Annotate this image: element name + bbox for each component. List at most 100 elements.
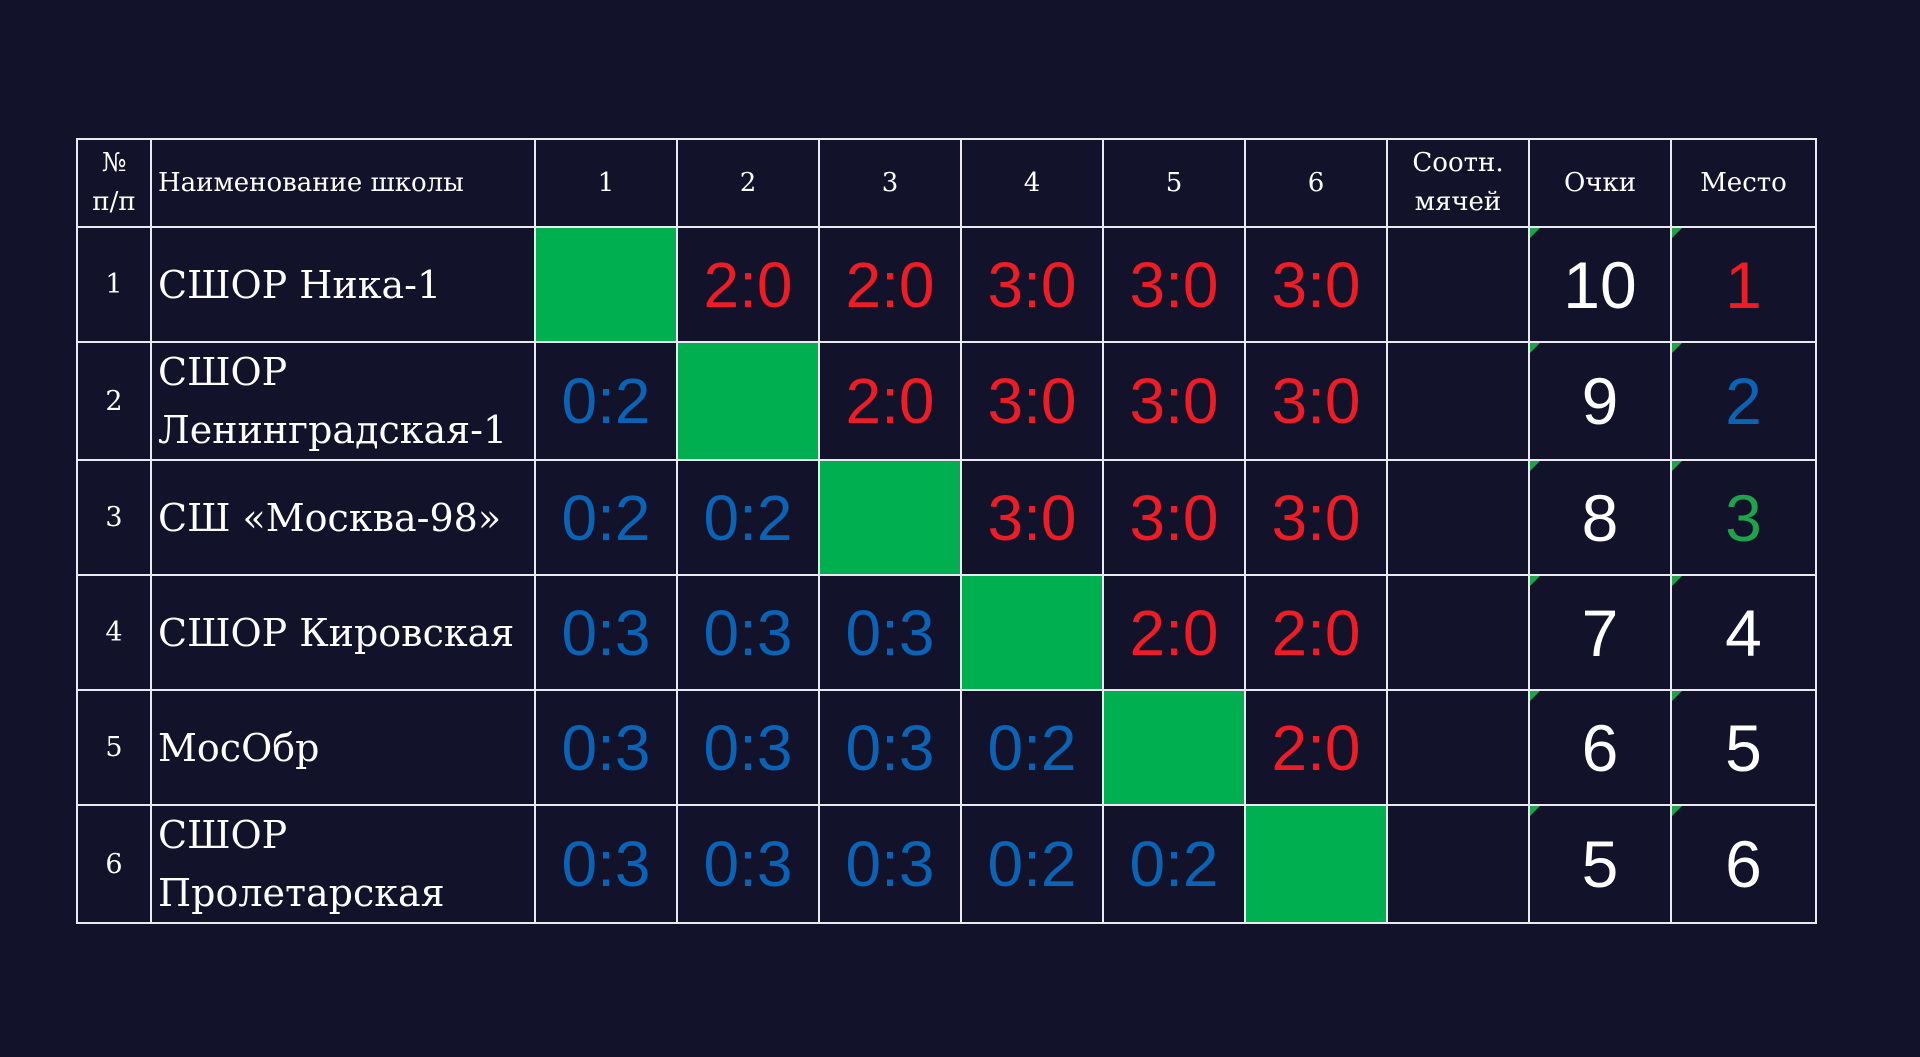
comment-marker-icon [1672, 806, 1682, 816]
school-name: СШОР Пролетарская [150, 804, 536, 924]
table-row: 1 СШОР Ника-1 2:0 2:0 3:0 3:0 3:0 10 1 [76, 226, 1817, 343]
row-number: 3 [76, 459, 152, 576]
table-row: 4 СШОР Кировская 0:3 0:3 0:3 2:0 2:0 7 4 [76, 574, 1817, 691]
header-place: Место [1670, 138, 1817, 228]
result-cell: 0:2 [960, 689, 1104, 806]
comment-marker-icon [1530, 461, 1540, 471]
comment-marker-icon [1672, 461, 1682, 471]
header-school-name: Наименование школы [150, 138, 536, 228]
result-cell: 0:2 [534, 341, 678, 461]
school-name: СШОР Ленинградская-1 [150, 341, 536, 461]
diagonal-cell [1244, 804, 1388, 924]
points-cell: 8 [1528, 459, 1672, 576]
header-game-2: 2 [676, 138, 820, 228]
row-number: 2 [76, 341, 152, 461]
standings-table: № п/п Наименование школы 1 2 3 4 5 6 Соот… [76, 138, 1817, 924]
diagonal-cell [534, 226, 678, 343]
header-num-line2: п/п [92, 187, 136, 217]
result-cell: 3:0 [960, 341, 1104, 461]
school-name: СШОР Ника-1 [150, 226, 536, 343]
school-name: СШОР Кировская [150, 574, 536, 691]
place-cell: 1 [1670, 226, 1817, 343]
table-row: 5 МосОбр 0:3 0:3 0:3 0:2 2:0 6 5 [76, 689, 1817, 806]
result-cell: 3:0 [1102, 459, 1246, 576]
place-cell: 3 [1670, 459, 1817, 576]
result-cell: 2:0 [1244, 689, 1388, 806]
row-number: 4 [76, 574, 152, 691]
header-row: № п/п Наименование школы 1 2 3 4 5 6 Соот… [76, 138, 1817, 228]
school-name-line1: СШОР [158, 350, 288, 394]
result-cell: 2:0 [1244, 574, 1388, 691]
result-cell: 2:0 [818, 341, 962, 461]
school-name-line1: СШ «Москва-98» [158, 495, 502, 540]
header-num: № п/п [76, 138, 152, 228]
place-cell: 4 [1670, 574, 1817, 691]
header-game-5: 5 [1102, 138, 1246, 228]
diagonal-cell [960, 574, 1104, 691]
place-cell: 5 [1670, 689, 1817, 806]
result-cell: 3:0 [1244, 459, 1388, 576]
diagonal-cell [676, 341, 820, 461]
header-game-6: 6 [1244, 138, 1388, 228]
table-row: 6 СШОР Пролетарская 0:3 0:3 0:3 0:2 0:2 5 6 [76, 804, 1817, 924]
school-name-line2: Ленинградская-1 [158, 408, 508, 452]
school-name-line1: СШОР [158, 813, 288, 857]
result-cell: 2:0 [1102, 574, 1246, 691]
header-num-line1: № [101, 148, 127, 178]
ball-ratio-cell [1386, 804, 1530, 924]
place-cell: 6 [1670, 804, 1817, 924]
standings-table-container: № п/п Наименование школы 1 2 3 4 5 6 Соот… [76, 138, 1817, 924]
result-cell: 3:0 [1244, 341, 1388, 461]
points-cell: 5 [1528, 804, 1672, 924]
header-points: Очки [1528, 138, 1672, 228]
header-ratio-line1: Соотн. [1412, 148, 1504, 178]
result-cell: 0:2 [1102, 804, 1246, 924]
result-cell: 3:0 [1102, 341, 1246, 461]
result-cell: 0:3 [676, 574, 820, 691]
comment-marker-icon [1530, 806, 1540, 816]
result-cell: 0:3 [818, 574, 962, 691]
table-row: 3 СШ «Москва-98» 0:2 0:2 3:0 3:0 3:0 8 3 [76, 459, 1817, 576]
result-cell: 0:3 [818, 804, 962, 924]
comment-marker-icon [1672, 691, 1682, 701]
row-number: 1 [76, 226, 152, 343]
result-cell: 2:0 [676, 226, 820, 343]
result-cell: 0:3 [534, 804, 678, 924]
comment-marker-icon [1672, 228, 1682, 238]
header-game-4: 4 [960, 138, 1104, 228]
diagonal-cell [1102, 689, 1246, 806]
ball-ratio-cell [1386, 574, 1530, 691]
result-cell: 3:0 [1244, 226, 1388, 343]
header-game-3: 3 [818, 138, 962, 228]
result-cell: 0:3 [676, 804, 820, 924]
result-cell: 0:2 [676, 459, 820, 576]
ball-ratio-cell [1386, 226, 1530, 343]
result-cell: 3:0 [960, 459, 1104, 576]
header-ratio-line2: мячей [1414, 187, 1502, 217]
school-name-line1: МосОбр [158, 725, 320, 770]
result-cell: 0:3 [818, 689, 962, 806]
row-number: 5 [76, 689, 152, 806]
comment-marker-icon [1672, 576, 1682, 586]
result-cell: 3:0 [1102, 226, 1246, 343]
ball-ratio-cell [1386, 459, 1530, 576]
result-cell: 2:0 [818, 226, 962, 343]
place-cell: 2 [1670, 341, 1817, 461]
result-cell: 3:0 [960, 226, 1104, 343]
school-name-line1: СШОР Ника-1 [158, 262, 442, 307]
row-number: 6 [76, 804, 152, 924]
comment-marker-icon [1530, 228, 1540, 238]
school-name: МосОбр [150, 689, 536, 806]
standings-body: 1 СШОР Ника-1 2:0 2:0 3:0 3:0 3:0 10 1 2 СШОР Ленин… [76, 226, 1817, 924]
comment-marker-icon [1530, 343, 1540, 353]
comment-marker-icon [1530, 576, 1540, 586]
ball-ratio-cell [1386, 689, 1530, 806]
result-cell: 0:2 [960, 804, 1104, 924]
result-cell: 0:2 [534, 459, 678, 576]
header-game-1: 1 [534, 138, 678, 228]
comment-marker-icon [1530, 691, 1540, 701]
result-cell: 0:3 [676, 689, 820, 806]
result-cell: 0:3 [534, 574, 678, 691]
school-name-line1: СШОР Кировская [158, 610, 515, 655]
table-row: 2 СШОР Ленинградская-1 0:2 2:0 3:0 3:0 3:0 9 2 [76, 341, 1817, 461]
